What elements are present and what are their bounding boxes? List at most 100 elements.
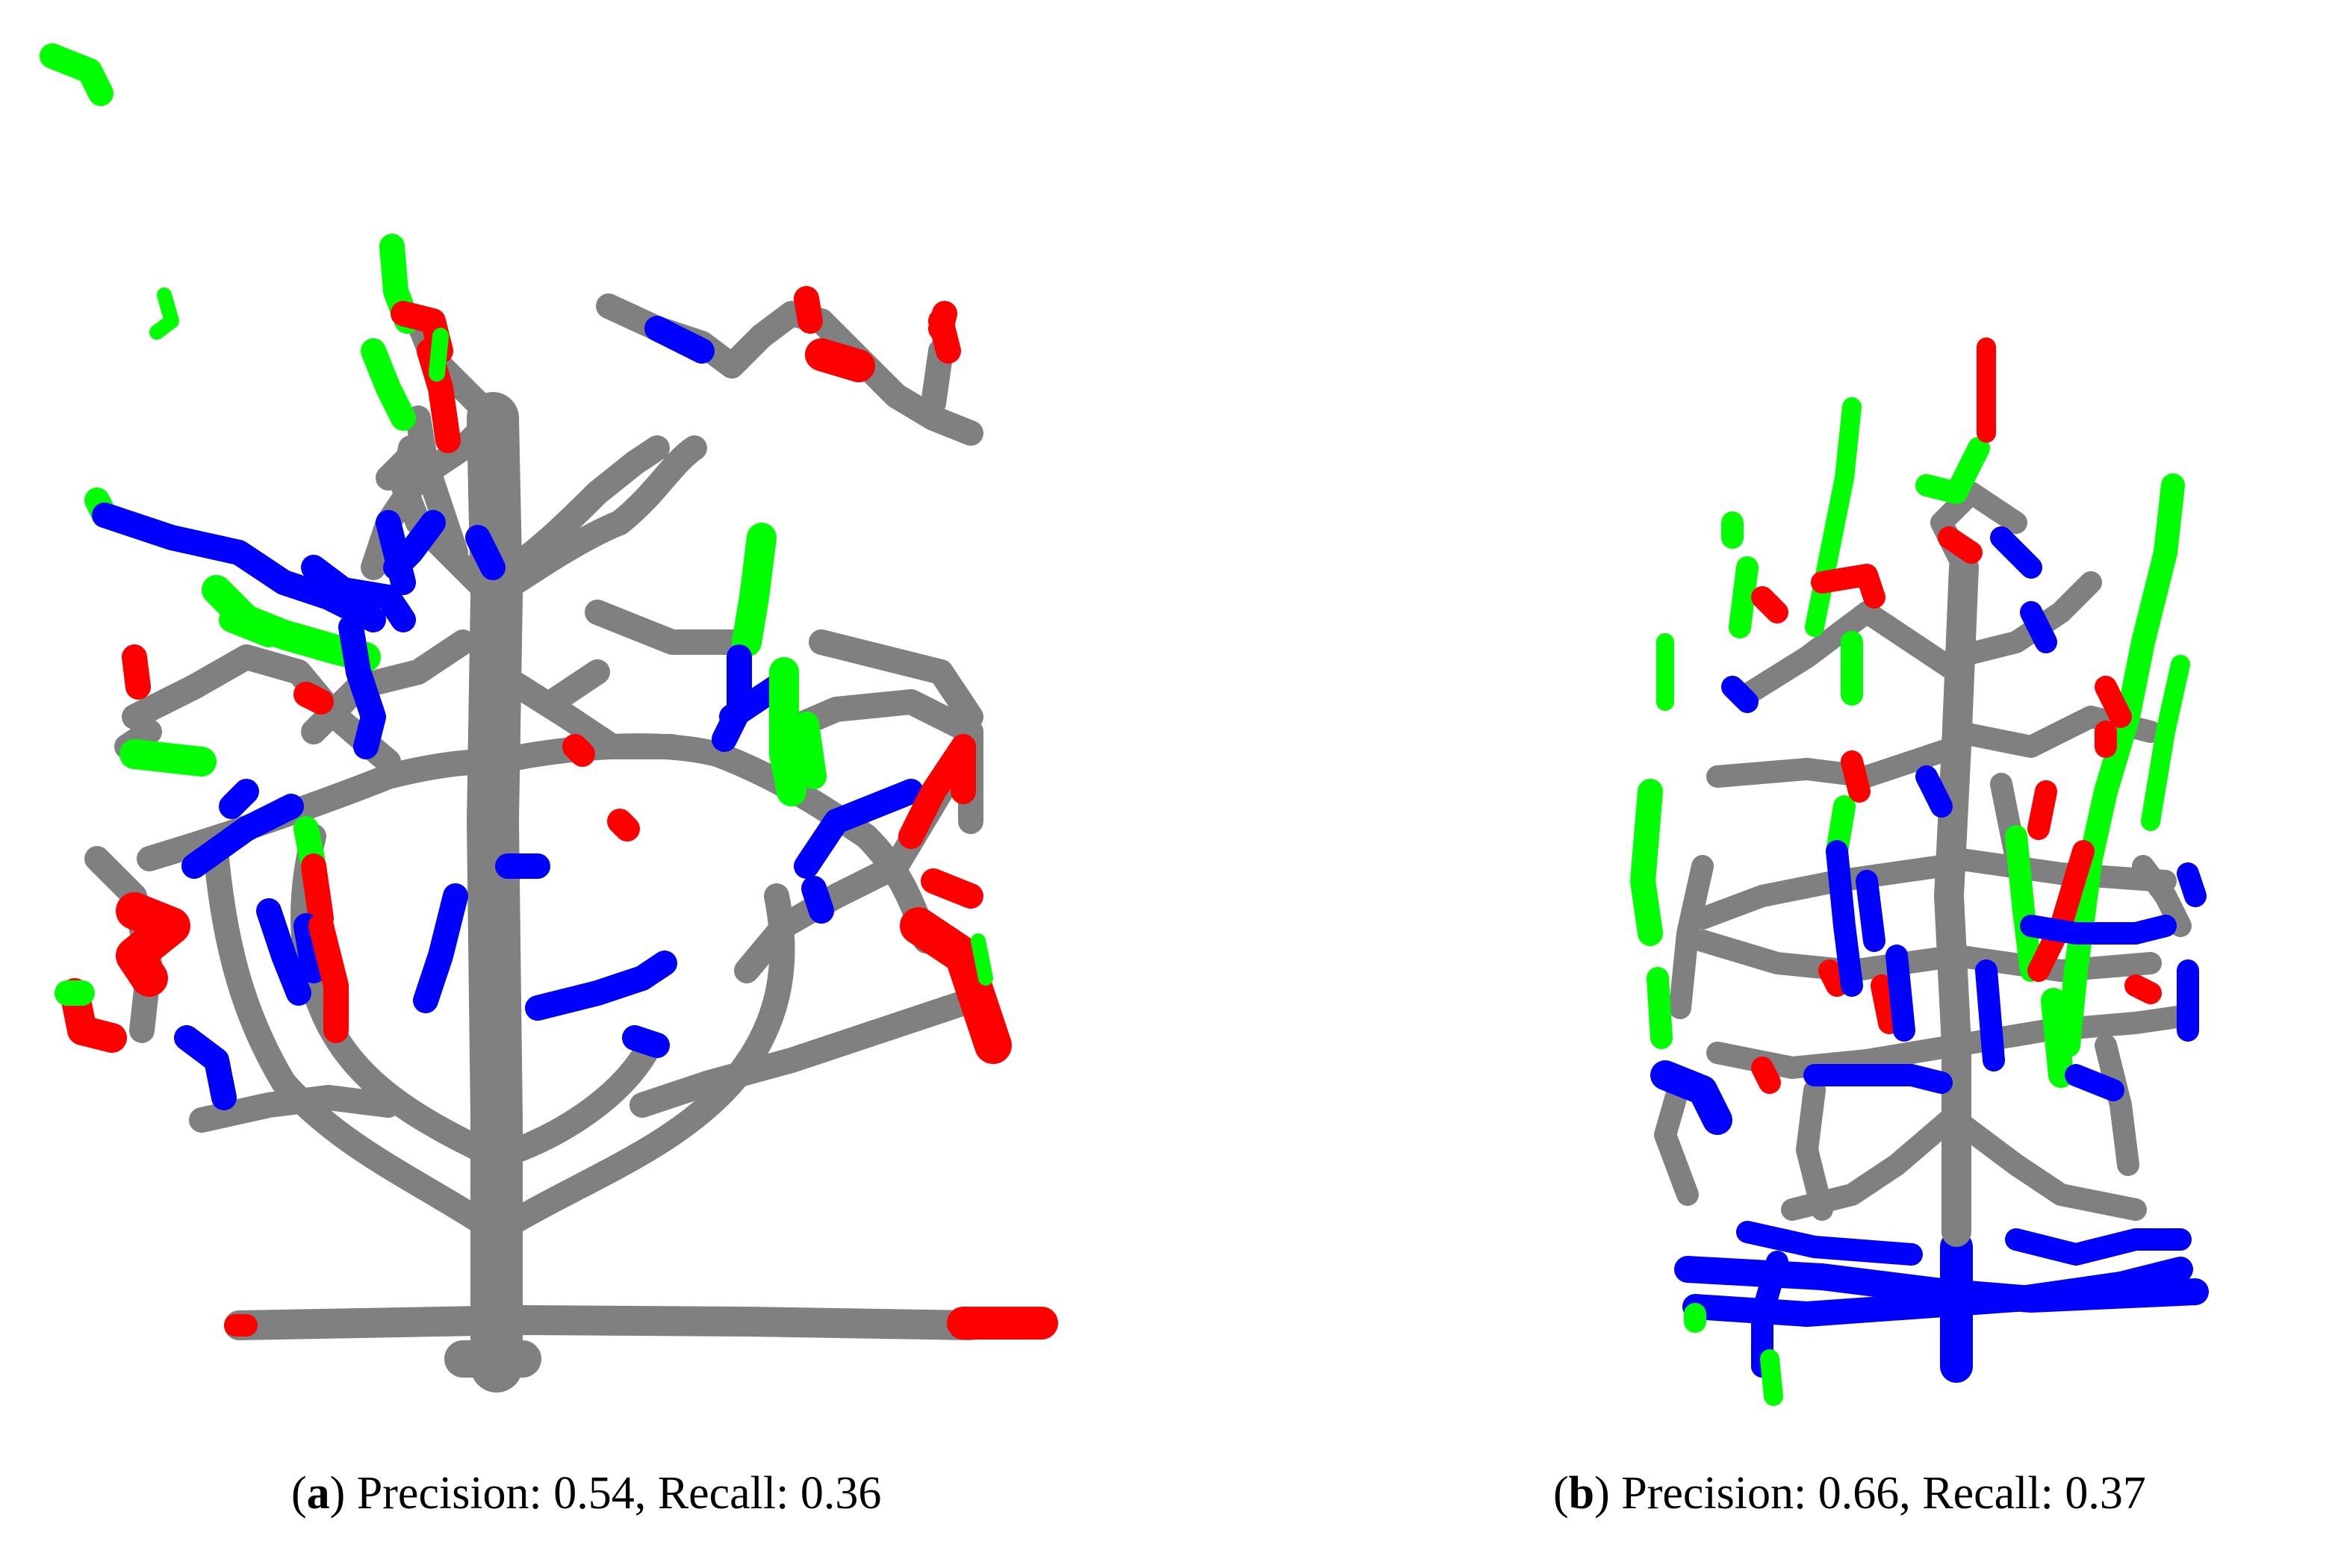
point-segment	[928, 301, 957, 341]
point-segment	[189, 1085, 401, 1133]
point-segment	[809, 629, 983, 729]
point-segment	[2005, 1228, 2192, 1266]
point-segment	[2005, 825, 2042, 982]
point-cloud-a	[40, 43, 1058, 1393]
point-segment	[149, 287, 179, 340]
point-segment	[2020, 915, 2177, 945]
point-segment	[622, 1025, 670, 1058]
point-segment	[1803, 1064, 1953, 1094]
point-segment	[1945, 847, 2177, 892]
point-segment	[2020, 601, 2057, 653]
point-segment	[971, 933, 993, 986]
point-segment	[1796, 1079, 1833, 1221]
point-segment	[361, 338, 416, 431]
point-segment	[301, 629, 476, 744]
caption-text: ) Precision: 0.66, Recall: 0.37	[1594, 1468, 2146, 1519]
point-segment	[900, 907, 1012, 1064]
point-segment	[2056, 473, 2185, 1057]
point-segment	[921, 868, 983, 909]
point-segment	[585, 600, 744, 655]
point-segment	[293, 682, 334, 715]
point-segment	[2141, 655, 2190, 831]
point-segment	[376, 435, 431, 491]
point-cloud-b	[1630, 337, 2209, 1406]
point-segment	[480, 435, 670, 595]
point-segment	[174, 1025, 237, 1110]
point-segment	[794, 779, 924, 879]
point-segment	[122, 644, 401, 774]
caption-text: ) Precision: 0.54, Recall: 0.36	[329, 1468, 882, 1519]
point-segment	[1945, 1109, 2147, 1221]
point-segment	[1751, 1057, 1781, 1094]
point-segment	[629, 988, 983, 1118]
caption-open: (	[1553, 1468, 1569, 1519]
point-segment	[1669, 855, 1714, 1019]
point-segment	[293, 913, 326, 983]
point-segment	[1841, 750, 1871, 803]
caption-b: (b) Precision: 0.66, Recall: 0.37	[1553, 1467, 2146, 1520]
point-segment	[1630, 779, 1663, 946]
point-segment	[484, 1033, 662, 1170]
point-segment	[301, 555, 416, 632]
point-segment	[794, 712, 827, 789]
point-segment	[2065, 1064, 2124, 1101]
point-segment	[1654, 1071, 1699, 1206]
point-segment	[429, 328, 449, 382]
point-segment	[122, 644, 151, 700]
point-segment	[116, 892, 190, 997]
point-segment	[2124, 974, 2162, 1004]
point-segment	[1811, 564, 1885, 609]
panel-label: b	[1568, 1468, 1595, 1519]
point-segment	[2177, 862, 2207, 907]
point-segment	[1647, 967, 1673, 1049]
point-segment	[2095, 676, 2132, 728]
point-segment	[1915, 765, 1953, 818]
point-segment	[2041, 988, 2074, 1088]
point-segment	[769, 657, 806, 806]
point-segment	[1729, 556, 1759, 638]
point-segment	[219, 607, 282, 647]
point-segment	[1706, 735, 1968, 788]
point-segment	[805, 338, 875, 382]
point-segment	[181, 794, 304, 879]
point-segment	[732, 523, 777, 657]
point-segment	[1975, 959, 2005, 1071]
figure-images	[40, 43, 2209, 1406]
point-segment	[484, 659, 685, 759]
point-segment	[219, 779, 259, 819]
point-segment	[413, 883, 468, 1013]
caption-open: (	[291, 1468, 307, 1519]
point-segment	[1736, 1221, 1923, 1266]
point-segment	[1934, 553, 1979, 1247]
point-segment	[308, 913, 349, 1043]
point-segment	[607, 809, 640, 841]
point-segment	[1736, 601, 1968, 706]
point-segment	[40, 43, 114, 106]
point-segment	[1856, 870, 1885, 952]
point-segment	[525, 951, 677, 1021]
point-segment	[484, 733, 939, 953]
point-segment	[1885, 945, 1915, 1042]
point-segment	[224, 1305, 986, 1340]
point-segment	[376, 510, 416, 595]
point-segment	[1990, 526, 2042, 579]
point-segment	[2132, 855, 2192, 937]
point-segment	[644, 316, 715, 364]
point-segment	[467, 392, 523, 1393]
point-segment	[480, 435, 707, 610]
point-segment	[1760, 1349, 1783, 1406]
point-segment	[1805, 397, 1862, 637]
point-segment	[204, 846, 509, 1245]
point-segment	[801, 876, 834, 924]
point-segment	[301, 853, 334, 931]
point-segment	[562, 734, 595, 767]
point-segment	[465, 525, 506, 580]
point-segment	[1915, 437, 1990, 504]
point-segment	[256, 898, 311, 1006]
point-segment	[338, 615, 386, 759]
point-segment	[2027, 780, 2057, 840]
point-segment	[2095, 1034, 2139, 1176]
point-segment	[1938, 526, 1983, 564]
point-segment	[1721, 676, 1759, 713]
